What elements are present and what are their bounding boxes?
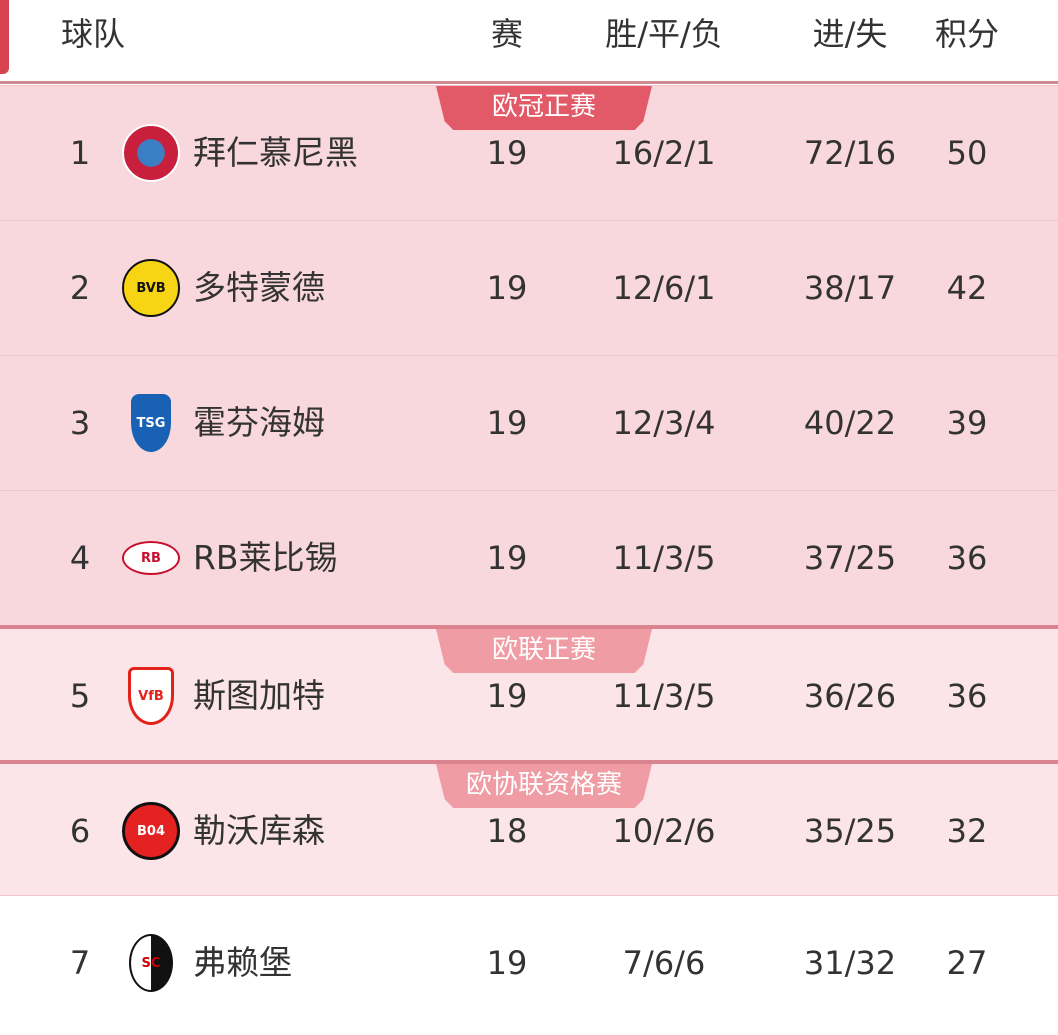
rank: 1	[69, 134, 91, 172]
played: 19	[486, 134, 528, 172]
team-name[interactable]: 斯图加特	[193, 676, 325, 715]
goals: 40/22	[803, 404, 897, 442]
points: 27	[946, 944, 988, 982]
rank: 2	[69, 269, 91, 307]
rank: 6	[69, 812, 91, 850]
goals: 35/25	[803, 812, 897, 850]
rank: 3	[69, 404, 91, 442]
played: 19	[486, 677, 528, 715]
table-row[interactable]: 欧协联资格赛 6 B04 勒沃库森 18 10/2/6 35/25 32	[0, 760, 1058, 895]
wdl: 16/2/1	[612, 134, 716, 172]
wdl: 11/3/5	[612, 539, 716, 577]
goals: 31/32	[803, 944, 897, 982]
goals: 37/25	[803, 539, 897, 577]
header-played: 赛	[490, 15, 524, 53]
points: 36	[946, 539, 988, 577]
goals: 38/17	[803, 269, 897, 307]
team-name[interactable]: 多特蒙德	[193, 268, 325, 307]
goals: 72/16	[803, 134, 897, 172]
played: 19	[486, 404, 528, 442]
stuttgart-logo-icon: VfB	[128, 667, 174, 725]
table-row[interactable]: 4 RB RB莱比锡 19 11/3/5 37/25 36	[0, 490, 1058, 625]
table-row[interactable]: 3 TSG 霍芬海姆 19 12/3/4 40/22 39	[0, 355, 1058, 490]
played: 19	[486, 539, 528, 577]
played: 18	[486, 812, 528, 850]
table-row[interactable]: 欧联正赛 5 VfB 斯图加特 19 11/3/5 36/26 36	[0, 625, 1058, 760]
team-name[interactable]: 弗赖堡	[193, 943, 292, 982]
table-row[interactable]: 欧冠正赛 1 拜仁慕尼黑 19 16/2/1 72/16 50	[0, 85, 1058, 220]
points: 39	[946, 404, 988, 442]
played: 19	[486, 944, 528, 982]
points: 36	[946, 677, 988, 715]
wdl: 10/2/6	[612, 812, 716, 850]
leipzig-logo-icon: RB	[122, 541, 180, 575]
leverkusen-logo-icon: B04	[122, 802, 180, 860]
header-wdl: 胜/平/负	[605, 15, 723, 53]
header-points: 积分	[934, 15, 1000, 53]
header-team: 球队	[60, 15, 126, 53]
bayern-logo-icon	[122, 124, 180, 182]
team-name[interactable]: 拜仁慕尼黑	[193, 133, 358, 172]
rank: 5	[69, 677, 91, 715]
table-header: 球队 赛 胜/平/负 进/失 积分	[0, 0, 1058, 84]
rank: 7	[69, 944, 91, 982]
points: 32	[946, 812, 988, 850]
header-goals: 进/失	[812, 15, 888, 53]
team-name[interactable]: 勒沃库森	[193, 811, 325, 850]
zone-badge: 欧协联资格赛	[436, 764, 652, 808]
rank: 4	[69, 539, 91, 577]
team-name[interactable]: RB莱比锡	[193, 538, 338, 577]
zone-badge: 欧联正赛	[436, 629, 652, 673]
bvb-logo-icon: BVB	[122, 259, 180, 317]
zone-badge: 欧冠正赛	[436, 86, 652, 130]
points: 42	[946, 269, 988, 307]
wdl: 12/3/4	[612, 404, 716, 442]
played: 19	[486, 269, 528, 307]
team-name[interactable]: 霍芬海姆	[193, 403, 325, 442]
header-accent-bar	[0, 0, 9, 74]
wdl: 7/6/6	[622, 944, 706, 982]
table-row[interactable]: 2 BVB 多特蒙德 19 12/6/1 38/17 42	[0, 220, 1058, 355]
points: 50	[946, 134, 988, 172]
wdl: 11/3/5	[612, 677, 716, 715]
hoffenheim-logo-icon: TSG	[131, 394, 171, 452]
table-row[interactable]: 7 SC 弗赖堡 19 7/6/6 31/32 27	[0, 895, 1058, 1030]
goals: 36/26	[803, 677, 897, 715]
freiburg-logo-icon: SC	[129, 934, 173, 992]
wdl: 12/6/1	[612, 269, 716, 307]
